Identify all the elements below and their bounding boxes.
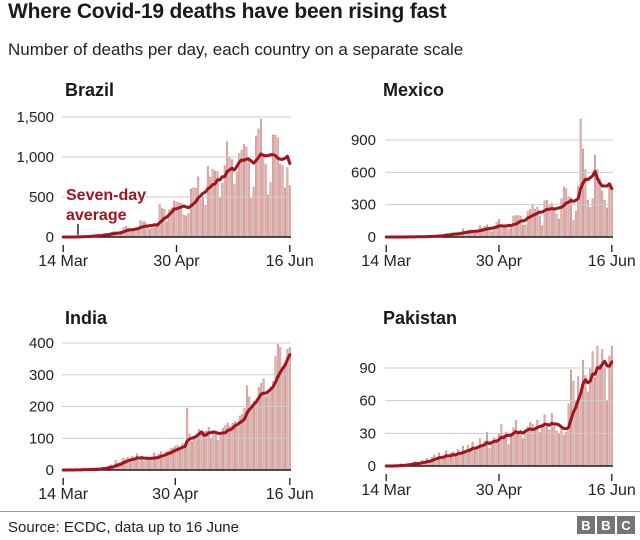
seven-day-average-line [384, 359, 614, 468]
gridlines: 0 30 60 90 [359, 360, 613, 475]
y-tick-label: 0 [46, 462, 54, 479]
y-tick-label: 600 [351, 164, 376, 181]
y-tick-label: 1,500 [16, 109, 54, 126]
source-credit: Source: ECDC, data up to 16 June [8, 519, 239, 536]
y-tick-label: 900 [351, 132, 376, 149]
page-subtitle: Number of deaths per day, each country o… [8, 40, 464, 59]
y-tick-label: 100 [29, 430, 54, 447]
seven-day-average-line [61, 353, 292, 472]
y-tick-label: 1,000 [16, 149, 54, 166]
seven-day-average-line [61, 152, 292, 239]
x-axis-labels: 14 Mar 30 Apr 16 Jun [38, 245, 314, 270]
page-title: Where Covid-19 deaths have been rising f… [8, 0, 447, 23]
gridlines: 0 500 1,000 1,500 [16, 109, 291, 246]
svg-text:average: average [66, 207, 127, 224]
y-tick-label: 300 [351, 197, 376, 214]
footer-divider [0, 511, 640, 512]
y-tick-label: 0 [368, 229, 376, 246]
gridlines: 0 100 200 300 400 [29, 335, 291, 479]
x-tick-label: 30 Apr [153, 253, 200, 270]
chart-brazil: Brazil 0 500 1,000 1,500 14 Mar 30 Apr 16 Jun Se… [16, 80, 314, 270]
x-axis-labels: 14 Mar 30 Apr 16 Jun [361, 474, 636, 499]
y-tick-label: 60 [359, 393, 376, 410]
x-tick-label: 14 Mar [38, 486, 88, 503]
y-tick-label: 90 [359, 360, 376, 377]
chart-india: India 0 100 200 300 400 14 Mar 30 Apr 16 Jun [29, 308, 314, 503]
seven-day-average-line [384, 169, 614, 239]
x-axis-labels: 14 Mar 30 Apr 16 Jun [361, 245, 636, 270]
x-tick-label: 14 Mar [38, 253, 88, 270]
x-tick-label: 16 Jun [266, 486, 314, 503]
bbc-logo-letter: B [577, 516, 595, 534]
x-tick-label: 30 Apr [476, 253, 523, 270]
chart-pakistan: Pakistan 0 30 60 90 14 Mar 30 Apr 16 Jun [359, 308, 636, 499]
y-tick-label: 30 [359, 425, 376, 442]
x-tick-label: 16 Jun [588, 253, 636, 270]
y-tick-label: 0 [46, 229, 54, 246]
gridlines: 0 300 600 900 [351, 132, 613, 246]
x-axis-labels: 14 Mar 30 Apr 16 Jun [38, 478, 314, 503]
svg-text:Seven-day: Seven-day [66, 187, 146, 204]
x-tick-label: 16 Jun [588, 482, 636, 499]
daily-bars [397, 118, 613, 238]
x-tick-label: 30 Apr [476, 482, 523, 499]
chart-title-mexico: Mexico [383, 80, 444, 100]
chart-title-brazil: Brazil [65, 80, 114, 100]
y-tick-label: 300 [29, 367, 54, 384]
x-tick-label: 14 Mar [361, 253, 411, 270]
chart-title-pakistan: Pakistan [383, 308, 457, 328]
y-tick-label: 200 [29, 399, 54, 416]
chart-mexico: Mexico 0 300 600 900 14 Mar 30 Apr 16 Jun [351, 80, 636, 270]
bbc-logo-letter: B [597, 516, 615, 534]
y-tick-label: 0 [368, 458, 376, 475]
daily-bars [69, 343, 291, 471]
x-tick-label: 30 Apr [152, 486, 199, 503]
y-tick-label: 400 [29, 335, 54, 352]
chart-title-india: India [65, 308, 108, 328]
x-tick-label: 16 Jun [266, 253, 314, 270]
seven-day-average-annotation: Seven-day average [65, 186, 148, 235]
daily-bars [394, 345, 613, 467]
y-tick-label: 500 [29, 189, 54, 206]
bbc-logo: B B C [577, 516, 635, 534]
x-tick-label: 14 Mar [361, 482, 411, 499]
bbc-logo-letter: C [617, 516, 635, 534]
